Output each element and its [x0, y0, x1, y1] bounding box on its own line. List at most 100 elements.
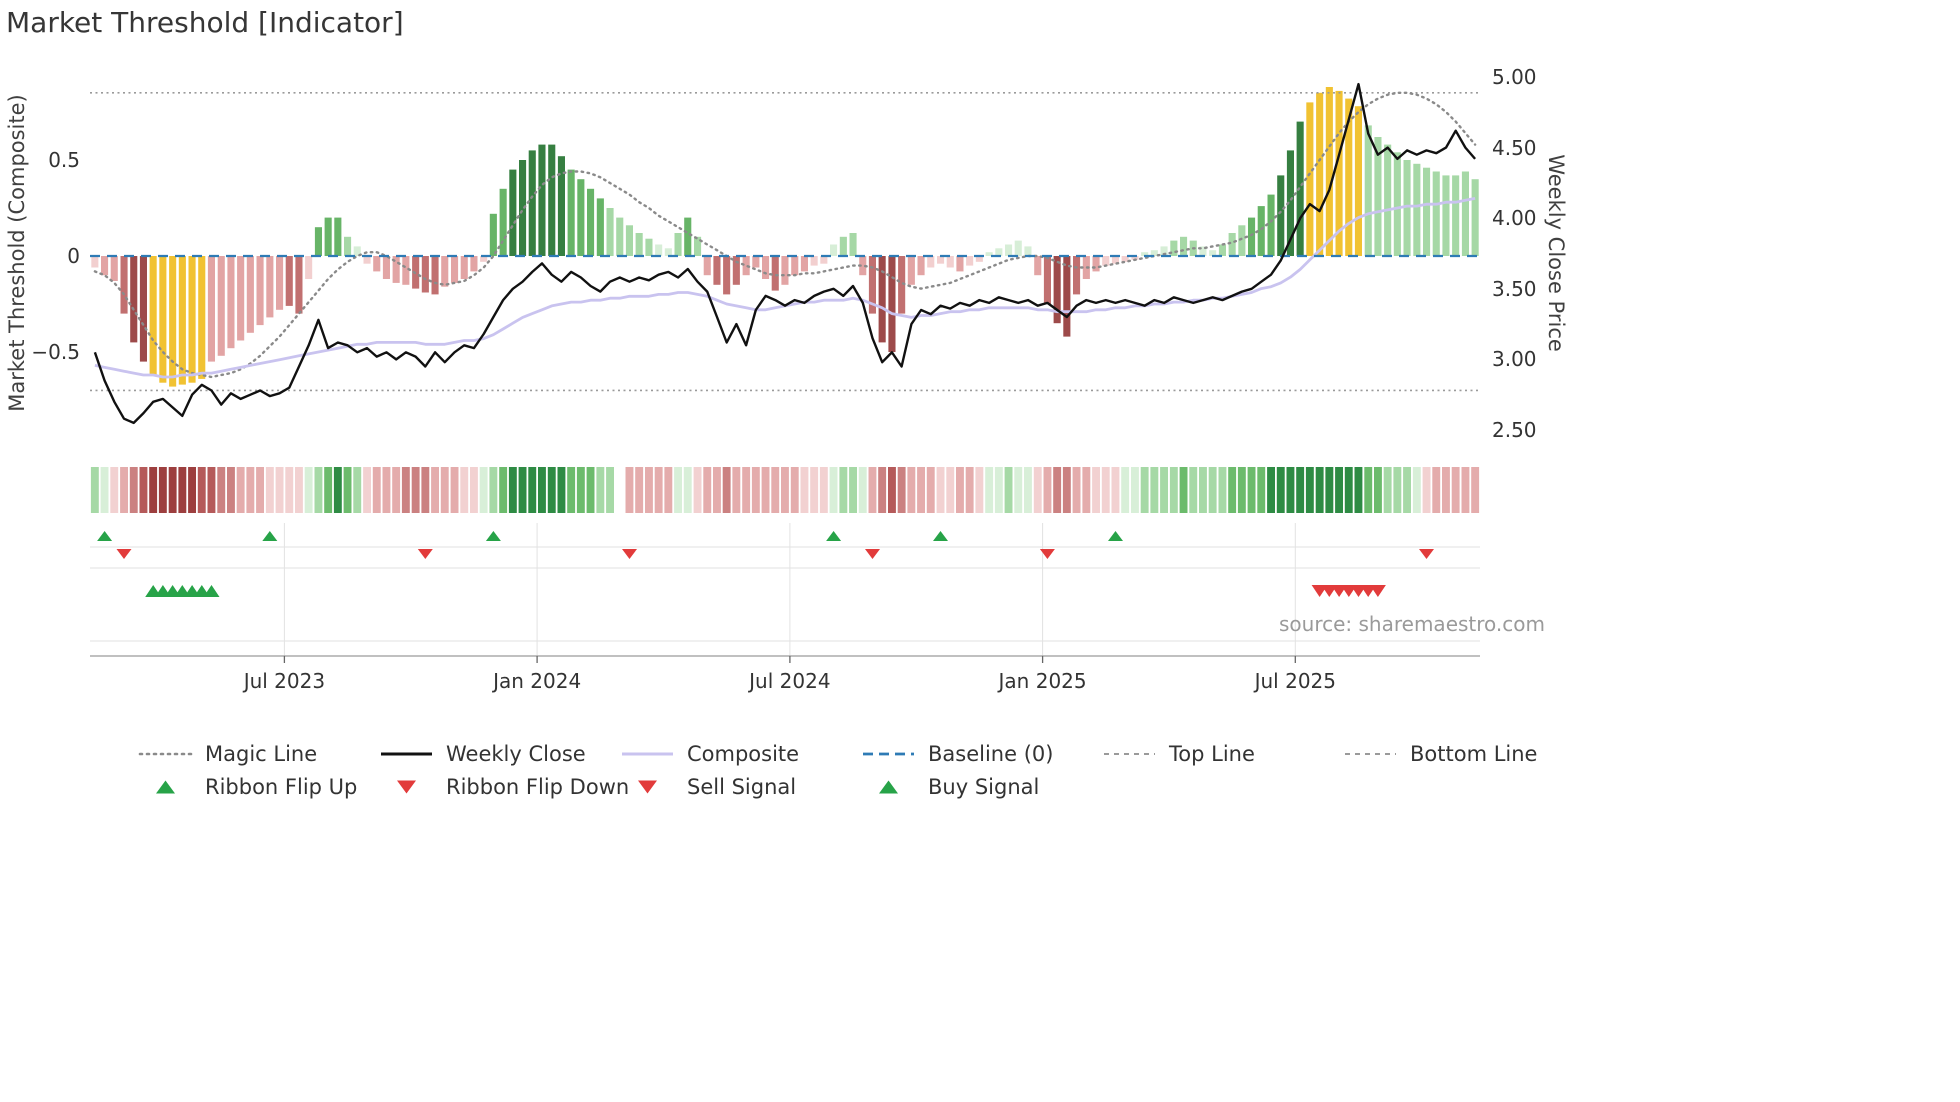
ribbon-flip-up-icon	[97, 531, 113, 541]
ribbon-cell	[256, 467, 264, 513]
legend-item-weekly-close: Weekly Close	[379, 738, 620, 769]
ribbon-cell	[538, 467, 546, 513]
right-axis-tick: 2.50	[1492, 418, 1537, 442]
ribbon-cell	[751, 467, 760, 513]
histogram-bar	[742, 256, 750, 276]
ribbon-cell	[149, 467, 158, 513]
ribbon-cell	[781, 467, 789, 513]
histogram-bar	[237, 256, 245, 341]
ribbon-cell	[1403, 467, 1411, 513]
ribbon-cell	[576, 467, 585, 513]
legend-item-sell-signal: Sell Signal	[620, 771, 861, 802]
ribbon-cell	[129, 467, 138, 513]
histogram-bar	[344, 236, 352, 256]
ribbon-cell	[557, 467, 566, 513]
ribbon-cell	[1422, 467, 1431, 513]
histogram-bar	[1257, 206, 1265, 256]
histogram-bar	[557, 156, 565, 256]
ribbon-cell	[645, 467, 653, 513]
histogram-bar	[674, 233, 682, 256]
ribbon-cell	[683, 467, 692, 513]
histogram-bar	[1306, 102, 1314, 257]
ribbon-flip-up-icon	[933, 531, 948, 541]
histogram-bar	[655, 244, 663, 256]
ribbon-cell	[994, 467, 1003, 513]
ribbon-cell	[450, 467, 459, 513]
ribbon-cell	[1442, 467, 1450, 513]
histogram-bar	[509, 169, 517, 256]
ribbon-cell	[693, 467, 702, 513]
ribbon-cell	[1471, 467, 1480, 513]
ribbon-cell	[868, 467, 877, 513]
histogram-bar	[859, 256, 867, 276]
histogram-bar	[810, 256, 818, 266]
ribbon-cell	[567, 467, 576, 513]
histogram-bar	[1111, 256, 1119, 264]
ribbon-cell	[1033, 467, 1042, 513]
ribbon-flip-down-icon	[1039, 549, 1055, 559]
ribbon-cell	[1189, 467, 1198, 513]
histogram-bar	[305, 256, 313, 279]
histogram-bar	[849, 233, 857, 256]
legend-item-top-line: Top Line	[1102, 738, 1343, 769]
histogram-bar	[1432, 171, 1440, 256]
histogram-bar	[830, 244, 838, 256]
ribbon-cell	[508, 467, 517, 513]
ribbon-cell	[829, 467, 838, 513]
histogram-bar	[334, 217, 342, 256]
histogram-bar	[917, 256, 925, 276]
histogram-bar	[606, 208, 614, 256]
histogram-bar	[907, 256, 915, 285]
ribbon-cell	[295, 467, 303, 513]
ribbon-cell	[1267, 467, 1275, 513]
histogram-bar	[1335, 90, 1343, 257]
histogram-bar	[130, 256, 138, 343]
ribbon-cell	[528, 467, 537, 513]
histogram-bar	[1374, 137, 1382, 256]
histogram-bar	[1092, 256, 1100, 272]
histogram-bar	[489, 213, 497, 256]
ribbon-flip-down-icon	[397, 780, 416, 793]
left-axis-tick: 0	[67, 244, 80, 268]
histogram-bar	[985, 252, 993, 256]
magic-line	[93, 91, 1477, 379]
ribbon-cell	[392, 467, 401, 513]
histogram-bar	[1063, 256, 1071, 337]
top-line-sample	[1104, 752, 1155, 755]
ribbon-cell	[956, 467, 964, 513]
sell-signal-icon	[638, 780, 657, 793]
ribbon-cell	[139, 467, 148, 513]
ribbon-cell	[547, 467, 556, 513]
ribbon-cell	[431, 467, 439, 513]
ribbon-cell	[1199, 467, 1207, 513]
ribbon-cell	[479, 467, 488, 513]
ribbon-cell	[353, 467, 362, 513]
ribbon-cell	[314, 467, 323, 513]
composite-sample	[622, 752, 673, 755]
ribbon-flip-up-icon	[1108, 531, 1123, 541]
ribbon-cell	[90, 467, 99, 513]
left-axis-tick: 0.5	[48, 148, 80, 172]
histogram-bar	[470, 256, 478, 272]
histogram-bar	[645, 238, 653, 256]
histogram-bar	[480, 256, 488, 262]
bottom-line-sample	[1345, 752, 1396, 755]
histogram-bar	[1471, 179, 1479, 256]
histogram-bar	[169, 256, 177, 387]
histogram-bar	[314, 227, 322, 256]
sell-signal-markers	[1311, 585, 1386, 597]
right-axis-title: Weekly Close Price	[1544, 154, 1568, 352]
histogram-bar	[703, 256, 711, 276]
weekly-close-line	[93, 82, 1477, 425]
main-plot	[90, 60, 1480, 455]
ribbon-cell	[1121, 467, 1130, 513]
ribbon-cell	[1247, 467, 1256, 513]
histogram-bar	[1316, 92, 1324, 256]
ribbon-cell	[849, 467, 857, 513]
histogram-bar	[927, 256, 935, 268]
histogram-bar	[1024, 246, 1032, 256]
histogram-bar	[159, 256, 167, 383]
legend-item-ribbon-flip-up: Ribbon Flip Up	[138, 771, 379, 802]
ribbon-cell	[1305, 467, 1314, 513]
histogram-bar	[625, 225, 633, 256]
